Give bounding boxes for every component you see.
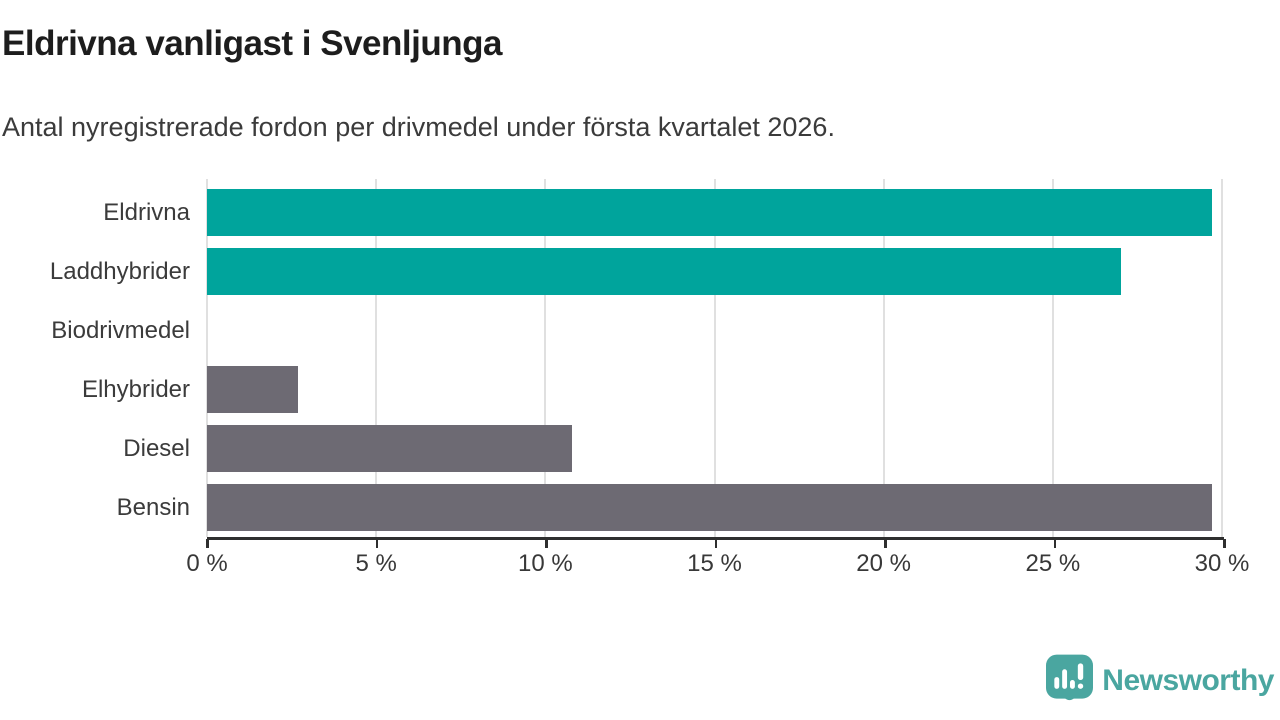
category-label-eldrivna: Eldrivna	[103, 199, 190, 226]
gridline	[713, 179, 716, 537]
category-label-biodrivmedel: Biodrivmedel	[51, 317, 190, 344]
x-axis-tick-mark	[375, 539, 378, 548]
chart-subtitle: Antal nyregistrerade fordon per drivmede…	[2, 112, 835, 142]
x-axis-tick-mark	[1223, 539, 1226, 548]
category-label-bensin: Bensin	[116, 494, 190, 521]
bar-bensin	[207, 484, 1212, 531]
bar-elhybrider	[207, 366, 299, 413]
x-axis-tick-label: 25 %	[1025, 550, 1081, 577]
category-axis-labels: Eldrivna Laddhybrider Biodrivmedel Elhybrid…	[0, 183, 190, 537]
gridline	[544, 179, 547, 537]
bar-track	[207, 301, 1222, 360]
bar-diesel	[207, 425, 573, 472]
x-axis-tick-mark	[714, 539, 717, 548]
x-axis-tick-label: 10 %	[517, 550, 573, 577]
gridline	[1051, 179, 1054, 537]
newsworthy-logo[interactable]: Newsworthy	[1046, 654, 1274, 708]
bar-plot-area	[206, 179, 1223, 537]
x-axis-tick-mark	[884, 539, 887, 548]
x-axis-tick-mark	[545, 539, 548, 548]
bar-track	[207, 419, 1222, 478]
bar-laddhybrider	[207, 248, 1121, 295]
gridline	[1221, 179, 1223, 537]
x-axis-tick-mark	[206, 539, 209, 548]
x-axis-tick-label: 0 %	[186, 550, 228, 577]
x-axis-tick-labels: 0 % 5 % 10 % 15 % 20 % 25 % 30 %	[186, 550, 1249, 580]
bar-track	[207, 183, 1222, 242]
category-label-elhybrider: Elhybrider	[81, 376, 190, 403]
gridline	[206, 179, 208, 537]
x-axis-tick-label: 15 %	[687, 550, 742, 577]
bar-track	[207, 360, 1222, 419]
x-axis-tick-mark	[1053, 539, 1056, 548]
x-axis-line	[206, 537, 1226, 548]
bars-container	[207, 183, 1222, 537]
bar-track	[207, 478, 1222, 537]
gridline	[882, 179, 885, 537]
category-label-diesel: Diesel	[123, 435, 190, 462]
x-axis-tick-label: 5 %	[355, 550, 397, 577]
x-axis-tick-label: 30 %	[1194, 550, 1250, 577]
category-label-laddhybrider: Laddhybrider	[49, 258, 190, 285]
bar-track	[207, 242, 1222, 301]
newsworthy-logo-text: Newsworthy	[1102, 664, 1274, 697]
bar-eldrivna	[207, 189, 1212, 236]
chart-title: Eldrivna vanligast i Svenljunga	[2, 24, 502, 63]
x-axis-tick-label: 20 %	[856, 550, 912, 577]
newsworthy-logo-icon	[1046, 654, 1094, 701]
gridline	[375, 179, 378, 537]
